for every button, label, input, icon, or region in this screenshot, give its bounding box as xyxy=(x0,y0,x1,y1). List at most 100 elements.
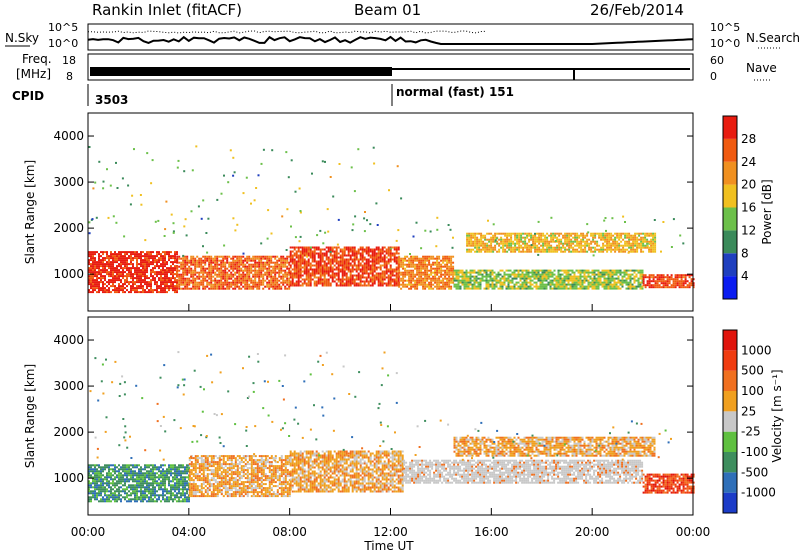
heat-cell xyxy=(186,277,189,280)
heat-cell xyxy=(450,263,453,266)
heat-cell xyxy=(122,468,124,471)
heat-cell xyxy=(339,256,342,259)
heat-cell xyxy=(282,257,285,260)
heat-cell xyxy=(383,282,386,285)
heat-cell xyxy=(122,466,124,469)
heat-cell xyxy=(475,281,478,284)
heat-cell xyxy=(418,261,421,264)
heat-cell xyxy=(502,248,505,251)
heat-cell xyxy=(295,264,298,267)
heat-cell xyxy=(228,255,231,258)
heat-cell xyxy=(236,257,239,260)
heat-cell xyxy=(377,248,380,251)
heat-cell xyxy=(112,279,114,282)
heat-cell xyxy=(371,250,374,253)
heat-cell xyxy=(272,269,275,272)
heat-cell xyxy=(522,236,525,239)
heat-cell xyxy=(210,273,213,276)
heat-cell xyxy=(635,287,638,290)
heat-cell xyxy=(232,259,235,262)
heat-cell xyxy=(288,269,291,272)
heat-cell xyxy=(592,240,595,243)
heat-cell xyxy=(477,277,480,280)
heat-cell xyxy=(475,275,478,278)
heat-cell xyxy=(202,199,205,202)
heat-cell xyxy=(452,265,455,268)
heat-cell xyxy=(210,275,213,278)
heat-cell xyxy=(248,255,251,258)
heat-cell xyxy=(690,282,693,285)
heat-cell xyxy=(274,263,277,266)
heat-cell xyxy=(668,276,671,279)
heat-cell xyxy=(635,275,638,278)
heat-cell xyxy=(234,267,237,270)
heat-cell xyxy=(114,472,116,475)
heat-cell xyxy=(490,244,493,247)
heat-cell xyxy=(295,280,298,283)
heat-cell xyxy=(188,277,191,280)
heat-cell xyxy=(136,273,138,276)
heat-cell xyxy=(240,275,243,278)
heat-cell xyxy=(315,270,318,273)
heat-cell xyxy=(480,236,483,239)
heat-cell xyxy=(418,281,421,284)
heat-cell xyxy=(345,282,348,285)
heat-cell xyxy=(509,281,512,284)
heat-cell xyxy=(367,260,370,263)
heat-cell xyxy=(142,251,144,254)
heat-cell xyxy=(327,278,330,281)
heat-cell xyxy=(537,273,540,276)
heat-cell xyxy=(134,287,136,290)
heat-cell xyxy=(608,246,611,249)
heat-cell xyxy=(613,281,616,284)
heat-cell xyxy=(295,252,298,255)
heat-cell xyxy=(497,279,500,282)
heat-cell xyxy=(118,289,120,292)
heat-cell xyxy=(637,271,640,274)
heat-cell xyxy=(584,242,587,245)
heat-cell xyxy=(190,287,193,290)
heat-cell xyxy=(144,263,146,266)
heat-cell xyxy=(120,251,122,254)
heat-cell xyxy=(168,255,170,258)
heat-cell xyxy=(216,267,219,270)
noise-panel: N.Sky 10^5 10^0 10^5 10^0 N.Search xyxy=(5,21,800,51)
heat-cell xyxy=(615,273,618,276)
heat-cell xyxy=(471,285,474,288)
heat-cell xyxy=(400,265,403,268)
heat-cell xyxy=(337,272,340,275)
heat-cell xyxy=(148,289,150,292)
heat-cell xyxy=(418,263,421,266)
heat-cell xyxy=(553,277,556,280)
heat-cell xyxy=(593,287,596,290)
heat-cell xyxy=(504,238,507,241)
heat-cell xyxy=(94,287,96,290)
heat-cell xyxy=(102,466,104,469)
heat-cell xyxy=(286,273,289,276)
heat-cell xyxy=(319,229,322,232)
heat-cell xyxy=(398,271,401,274)
heat-cell xyxy=(142,269,144,272)
heat-cell xyxy=(361,268,364,271)
heat-cell xyxy=(626,248,629,251)
heat-cell xyxy=(331,248,334,251)
heat-cell xyxy=(270,283,273,286)
heat-cell xyxy=(88,251,90,254)
heat-cell xyxy=(541,273,544,276)
heat-cell xyxy=(116,488,118,491)
heat-cell xyxy=(337,252,340,255)
heat-cell xyxy=(202,271,205,274)
heat-cell xyxy=(379,268,382,271)
heat-cell xyxy=(154,255,156,258)
heat-cell xyxy=(539,283,542,286)
heat-cell xyxy=(448,287,451,290)
heat-cell xyxy=(146,261,148,264)
heat-cell xyxy=(624,250,627,253)
cpid-seg-2: normal (fast) 151 xyxy=(396,85,514,99)
y-tick-label: 1000 xyxy=(53,267,84,281)
heat-cell xyxy=(108,498,110,501)
heat-cell xyxy=(293,246,296,249)
heat-cell xyxy=(644,236,647,239)
heat-cell xyxy=(321,256,324,259)
heat-cell xyxy=(118,263,120,266)
